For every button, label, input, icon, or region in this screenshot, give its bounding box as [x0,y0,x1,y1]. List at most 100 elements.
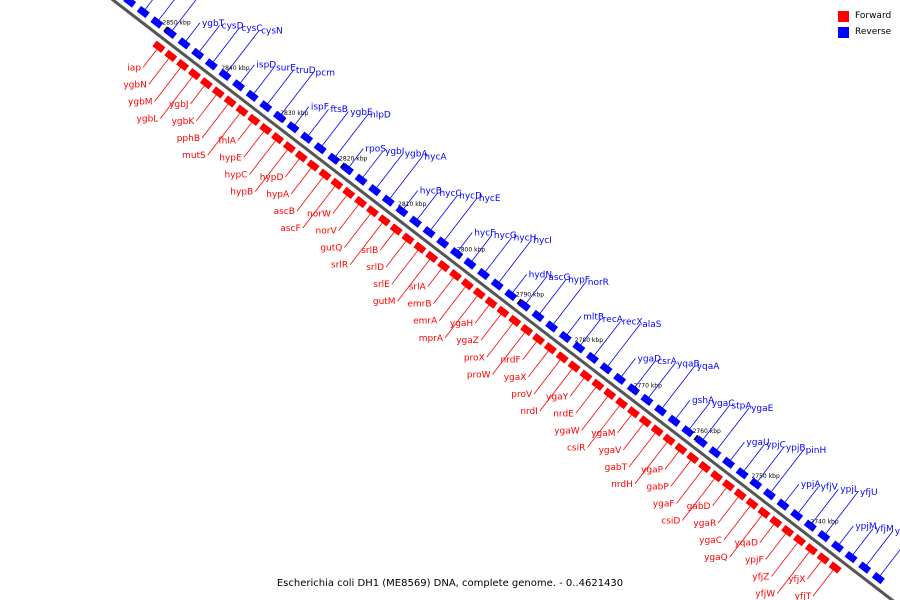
gene-label: iap [127,63,141,73]
gene-label: ypjB [786,443,806,453]
gene-leader [254,146,290,192]
gene-block [259,100,273,113]
gene-block [368,184,382,197]
gene-leader [142,46,160,68]
gene-leader [279,72,314,118]
gene-leader [360,150,384,180]
gene-label: ygaE [751,404,774,414]
gene-block [306,159,320,172]
gene-leader [190,83,207,105]
gene-leader [837,525,854,547]
gene-leader [587,402,622,448]
gene-label: srlB [361,246,378,256]
gene-leader [605,323,641,369]
gene-leader [210,27,240,65]
gene-leader [442,197,478,243]
gene-label: srlD [366,263,384,273]
gene-leader [723,503,753,541]
gene-leader [673,399,691,422]
gene-label: proX [464,353,485,363]
gene-block [844,550,858,564]
gene-block [318,168,332,181]
gene-leader [759,521,777,543]
gene-label: yfjM [875,525,894,535]
ruler-tick-label: 2830 kbp [280,110,308,117]
gene-label: ygaQ [704,553,728,563]
gene-leader [581,393,611,431]
gene-label: proV [511,390,533,400]
gene-leader [306,108,329,139]
gene-block [235,104,249,117]
gene-leader [632,360,656,390]
gene-label: ygaW [554,426,580,436]
legend-forward: Forward [838,8,891,24]
gene-block [436,236,450,249]
gene-label: hypD [260,173,284,183]
gene-leader [809,488,839,526]
gene-block [776,498,790,511]
gene-leader [285,156,302,178]
gene-leader [391,247,421,285]
gene-leader [197,25,220,55]
gene-leader [524,276,547,306]
gene-label: ygaR [693,519,716,529]
gene-block [567,360,581,373]
gene-label: hycA [424,152,447,162]
gene-label: ygbA [405,150,429,160]
gene-leader [812,567,836,597]
gene-label: norR [588,278,609,288]
gene-leader [374,153,404,191]
gene-leader [539,366,575,412]
gene-block [781,524,795,538]
ruler-tick-label: 2750 kbp [751,473,779,480]
gene-block [803,519,817,532]
gene-leader [486,320,516,358]
gene-leader [154,64,183,102]
gene-leader [533,357,563,395]
gene-leader [701,405,730,443]
ruler-tick-label: 2790 kbp [516,292,544,299]
gene-leader [183,22,201,44]
gene-leader [877,549,900,579]
gene-label: ygbN [123,80,146,90]
gene-leader [238,64,255,86]
ruler-tick-label: 2810 kbp [398,201,426,208]
gene-leader [551,281,587,327]
gene-label: gabP [646,482,669,492]
gene-block [247,113,261,126]
gene-label: gutQ [320,244,342,254]
gene-label: pinH [806,446,827,456]
gene-leader [401,190,419,212]
gene-block [790,509,804,522]
gene-leader [237,119,255,141]
gene-leader [480,311,504,341]
gene-label: ispF [311,103,329,113]
gene-label: norW [307,210,331,220]
gene-label: hypC [224,171,247,181]
gene-label: recX [623,317,643,327]
gene-label: ascG [548,273,570,283]
gene-leader [349,220,385,265]
gene-leader [660,365,695,411]
gene-label: yfjU [860,488,878,498]
gene-label: ygaP [641,465,664,475]
gene-label: hycE [479,194,501,204]
gene-label: hypA [266,190,290,200]
genome-backbone [110,0,895,600]
gene-leader [782,483,800,505]
gene-block [591,378,605,391]
gene-leader [564,316,582,338]
gene-leader [224,30,260,76]
gene-label: ygbM [128,97,153,107]
gene-label: ygbL [137,115,159,125]
gene-leader [676,466,705,504]
gene-label: ygbT [202,19,225,29]
gene-label: truD [296,66,316,76]
gene-block [123,0,137,8]
gene-leader [646,363,676,401]
gene-leader [823,491,859,537]
ruler-tick-label: 2820 kbp [339,156,367,163]
gene-leader [148,55,172,85]
gene-label: ygaX [504,373,527,383]
gene-leader [290,165,314,195]
